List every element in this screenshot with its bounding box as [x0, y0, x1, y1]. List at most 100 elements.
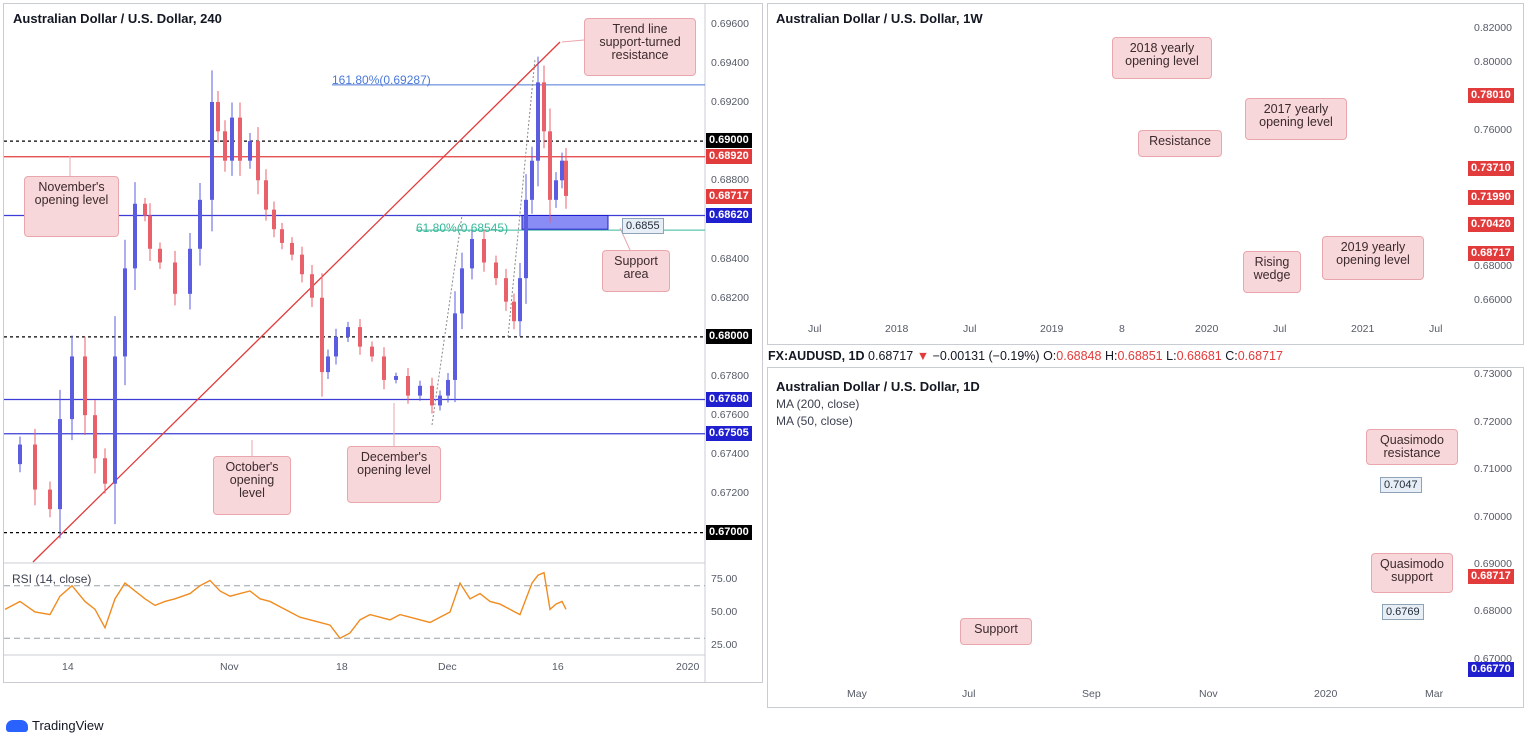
- h4-candle: [494, 262, 498, 279]
- ohlc-arrow: ▼: [916, 349, 930, 363]
- h4-candle: [554, 180, 558, 200]
- h4-candle: [133, 203, 137, 269]
- h4-candle: [370, 346, 374, 357]
- ohlc-l-label: L:: [1166, 349, 1177, 363]
- h4-candle: [188, 248, 192, 294]
- daily-price-tag: 0.68717: [1468, 569, 1514, 585]
- h4-candle: [418, 385, 422, 396]
- weekly-chart-title: Australian Dollar / U.S. Dollar, 1W: [776, 11, 983, 26]
- h4-x-tick: 18: [336, 661, 348, 673]
- rsi-y-tick: 50.00: [711, 605, 738, 618]
- h4-candle: [123, 268, 127, 357]
- h4-candle: [460, 268, 464, 314]
- h4-candle: [103, 458, 107, 484]
- h4-y-tick: 0.68200: [711, 291, 749, 304]
- tradingview-logo[interactable]: TradingView: [6, 718, 104, 733]
- h4-y-tick: 0.67800: [711, 370, 749, 383]
- h4-candle: [320, 297, 324, 373]
- h4-price-tag: 0.68000: [706, 328, 752, 344]
- h4-candle: [238, 117, 242, 161]
- annotation-december-open: December's opening level: [347, 446, 441, 503]
- weekly-price-tag: 0.68717: [1468, 245, 1514, 261]
- h4-candle: [18, 444, 22, 465]
- ohlc-symbol: FX:AUDUSD, 1D: [768, 349, 865, 363]
- weekly-y-tick: 0.68000: [1474, 259, 1512, 272]
- annotation-october-open: October's opening level: [213, 456, 291, 515]
- h4-chart-panel[interactable]: [3, 3, 763, 683]
- ohlc-header: FX:AUDUSD, 1D 0.68717 ▼ −0.00131 (−0.19%…: [768, 349, 1283, 363]
- weekly-x-tick: 2021: [1351, 323, 1375, 335]
- annotation-support-area: Support area: [602, 250, 670, 292]
- h4-x-tick: 2020: [676, 661, 700, 673]
- daily-y-tick: 0.72000: [1474, 415, 1512, 428]
- ohlc-change: −0.00131 (−0.19%): [932, 349, 1040, 363]
- annotation-rising-wedge: Rising wedge: [1243, 251, 1301, 293]
- h4-candle: [542, 82, 546, 132]
- box-qm-resistance: 0.7047: [1380, 477, 1422, 493]
- h4-candle: [382, 356, 386, 380]
- weekly-y-tick: 0.82000: [1474, 21, 1512, 34]
- weekly-x-tick: 2019: [1040, 323, 1064, 335]
- h4-y-tick: 0.67400: [711, 448, 749, 461]
- h4-candle: [504, 278, 508, 302]
- h4-candle: [248, 141, 252, 161]
- weekly-x-tick: 2018: [885, 323, 909, 335]
- trend-line: [32, 41, 561, 563]
- annotation-resistance: Resistance: [1138, 130, 1222, 157]
- h4-candle: [512, 301, 516, 322]
- h4-candle: [564, 160, 568, 196]
- weekly-price-tag: 0.78010: [1468, 87, 1514, 103]
- ohlc-c-label: C:: [1225, 349, 1238, 363]
- weekly-price-tag: 0.73710: [1468, 160, 1514, 176]
- support-box-label: 0.6855: [622, 218, 664, 234]
- h4-candle: [198, 199, 202, 249]
- h4-candle: [430, 385, 434, 406]
- daily-y-tick: 0.69000: [1474, 557, 1512, 570]
- ohlc-last: 0.68717: [868, 349, 914, 363]
- h4-candle: [148, 215, 152, 249]
- weekly-y-tick: 0.66000: [1474, 293, 1512, 306]
- rsi-y-tick: 25.00: [711, 638, 738, 651]
- h4-x-tick: 14: [62, 661, 74, 673]
- h4-candle: [548, 131, 552, 200]
- h4-candle: [173, 262, 177, 294]
- annotation-quasimodo-support: Quasimodo support: [1371, 553, 1453, 593]
- weekly-x-tick: 2020: [1195, 323, 1219, 335]
- h4-candle: [482, 238, 486, 263]
- daily-chart-panel[interactable]: [767, 367, 1524, 708]
- h4-y-tick: 0.69200: [711, 95, 749, 108]
- h4-y-tick: 0.69600: [711, 17, 749, 30]
- h4-candle: [446, 379, 450, 396]
- h4-candle: [272, 209, 276, 230]
- annotation-2017-yearly: 2017 yearly opening level: [1245, 98, 1347, 140]
- ohlc-open: 0.68848: [1056, 349, 1102, 363]
- weekly-x-tick: 8: [1119, 323, 1125, 335]
- h4-y-tick: 0.68400: [711, 252, 749, 265]
- h4-candle: [530, 160, 534, 200]
- ohlc-high: 0.68851: [1117, 349, 1163, 363]
- h4-candle: [560, 160, 564, 181]
- box-qm-support: 0.6769: [1382, 604, 1424, 620]
- weekly-y-tick: 0.76000: [1474, 123, 1512, 136]
- h4-chart-title: Australian Dollar / U.S. Dollar, 240: [13, 11, 222, 26]
- fib-anchor-line-2: [507, 58, 536, 337]
- annotation-2018-yearly: 2018 yearly opening level: [1112, 37, 1212, 79]
- weekly-y-tick: 0.80000: [1474, 55, 1512, 68]
- h4-y-tick: 0.67600: [711, 409, 749, 422]
- ma200-label: MA (200, close): [776, 397, 860, 411]
- brand-name: TradingView: [32, 718, 104, 733]
- h4-candle: [223, 131, 227, 161]
- daily-price-tag: 0.66770: [1468, 661, 1514, 677]
- daily-x-tick: Mar: [1425, 688, 1444, 700]
- h4-candle: [524, 199, 528, 279]
- h4-candle: [536, 82, 540, 161]
- rsi-title: RSI (14, close): [12, 572, 92, 586]
- daily-y-tick: 0.73000: [1474, 368, 1512, 381]
- daily-x-tick: Jul: [962, 688, 976, 700]
- h4-price-tag: 0.67680: [706, 391, 752, 407]
- h4-candle: [48, 489, 52, 510]
- annotation-trendline: Trend line support-turned resistance: [584, 18, 696, 76]
- daily-y-tick: 0.68000: [1474, 605, 1512, 618]
- support-area-box: [521, 215, 609, 230]
- h4-price-tag: 0.67505: [706, 425, 752, 441]
